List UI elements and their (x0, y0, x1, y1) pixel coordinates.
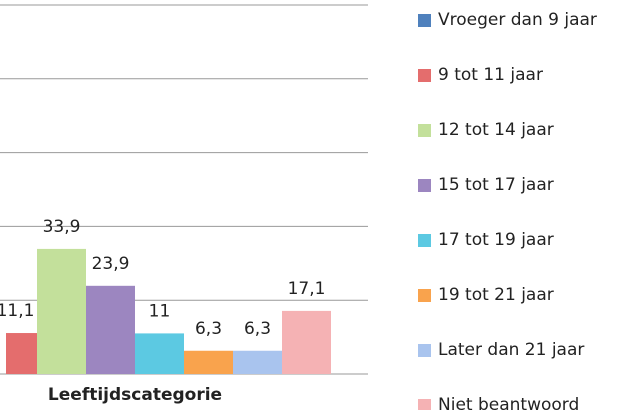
data-label: 6,3 (244, 319, 271, 339)
legend-swatch (418, 14, 431, 27)
legend-swatch (418, 179, 431, 192)
bar (184, 350, 233, 374)
legend-label: Vroeger dan 9 jaar (438, 10, 597, 30)
legend-label: Later dan 21 jaar (438, 340, 584, 360)
legend-label: 12 tot 14 jaar (438, 120, 554, 140)
legend-swatch (418, 69, 431, 82)
legend-label: Niet beantwoord (438, 395, 579, 410)
legend-swatch (418, 124, 431, 137)
bar (282, 310, 331, 374)
legend-swatch (418, 289, 431, 302)
x-category-label: Leeftijdscategorie (48, 385, 222, 405)
bar (6, 333, 37, 374)
legend-label: 19 tot 21 jaar (438, 285, 554, 305)
legend-swatch (418, 344, 431, 357)
data-label: 11,1 (0, 301, 34, 321)
legend-swatch (418, 234, 431, 247)
bar (86, 285, 135, 374)
data-label: 11 (149, 301, 171, 321)
bar (135, 333, 184, 374)
data-label: 17,1 (288, 279, 326, 299)
legend-swatch (418, 399, 431, 410)
legend-label: 15 tot 17 jaar (438, 175, 554, 195)
legend-label: 9 tot 11 jaar (438, 65, 543, 85)
legend-label: 17 tot 19 jaar (438, 230, 554, 250)
bar (233, 350, 282, 374)
data-label: 33,9 (43, 217, 81, 237)
data-label: 6,3 (195, 319, 222, 339)
data-label: 23,9 (92, 254, 130, 274)
bar (37, 248, 86, 374)
